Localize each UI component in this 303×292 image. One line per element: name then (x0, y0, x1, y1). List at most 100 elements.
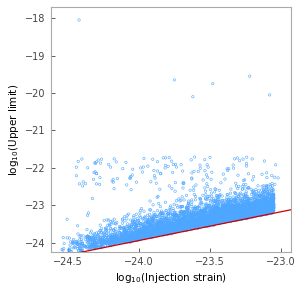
Point (125, 222, 130, 226)
Point (127, 237, 132, 242)
Point (127, 236, 132, 241)
Point (175, 226, 180, 230)
Point (255, 205, 260, 210)
Point (244, 212, 248, 217)
Point (259, 204, 264, 208)
Point (213, 205, 218, 209)
Point (88, 237, 93, 242)
Point (266, 197, 271, 201)
Point (193, 219, 198, 224)
Point (138, 208, 143, 213)
Point (182, 224, 187, 229)
Point (264, 206, 268, 210)
Point (134, 223, 139, 227)
Point (211, 215, 215, 220)
Point (255, 206, 260, 210)
Point (107, 237, 112, 242)
Point (201, 216, 206, 221)
Point (250, 207, 255, 211)
Point (171, 224, 176, 229)
Point (260, 211, 265, 216)
Point (206, 214, 211, 219)
Point (134, 232, 138, 237)
Point (178, 211, 183, 216)
Point (249, 192, 254, 197)
Point (268, 202, 273, 206)
Point (129, 239, 134, 244)
Point (155, 230, 159, 234)
Point (245, 197, 250, 201)
Point (197, 214, 202, 219)
Point (269, 206, 274, 211)
Point (201, 214, 205, 218)
Point (225, 215, 230, 219)
Point (123, 238, 128, 242)
Point (199, 219, 204, 223)
Point (181, 216, 185, 220)
Point (162, 216, 167, 220)
Point (210, 207, 215, 212)
Point (227, 213, 232, 218)
Point (255, 210, 260, 214)
Point (233, 209, 238, 214)
Point (262, 211, 267, 216)
Point (173, 180, 178, 185)
Point (267, 203, 272, 208)
Point (186, 222, 191, 227)
Point (185, 209, 190, 213)
Point (182, 216, 187, 221)
Point (226, 211, 231, 215)
Point (116, 240, 121, 244)
Point (246, 205, 251, 209)
Point (114, 236, 119, 241)
Point (163, 229, 168, 233)
Point (148, 220, 152, 224)
Point (174, 198, 179, 203)
Point (263, 205, 268, 210)
Point (244, 216, 249, 220)
Point (142, 226, 147, 231)
Point (236, 209, 241, 214)
Point (258, 198, 263, 203)
Point (151, 217, 156, 222)
Point (252, 203, 257, 208)
Point (269, 197, 274, 201)
Point (216, 213, 221, 217)
Point (141, 231, 146, 236)
Point (251, 206, 256, 210)
Point (241, 213, 246, 218)
Point (203, 219, 208, 224)
Point (132, 213, 136, 218)
Point (241, 206, 246, 210)
Point (145, 227, 150, 232)
Point (213, 208, 218, 213)
Point (234, 217, 239, 222)
Point (249, 213, 254, 217)
Point (244, 211, 249, 216)
Point (184, 227, 188, 232)
Point (80, 244, 85, 248)
Point (156, 221, 161, 226)
Point (271, 193, 276, 198)
Point (237, 203, 241, 208)
Point (105, 238, 110, 242)
Point (143, 231, 148, 236)
Point (192, 221, 197, 225)
Point (215, 217, 220, 222)
Point (229, 213, 234, 218)
Point (146, 225, 151, 230)
Point (164, 227, 169, 232)
Point (220, 203, 225, 207)
Point (257, 203, 262, 208)
Point (237, 206, 242, 211)
Point (220, 205, 225, 210)
Point (246, 215, 251, 219)
Point (188, 220, 193, 225)
Point (235, 206, 240, 211)
Point (146, 223, 151, 227)
Point (141, 165, 146, 169)
Point (138, 237, 143, 241)
Point (112, 234, 117, 239)
Point (161, 212, 166, 216)
Point (128, 174, 133, 179)
